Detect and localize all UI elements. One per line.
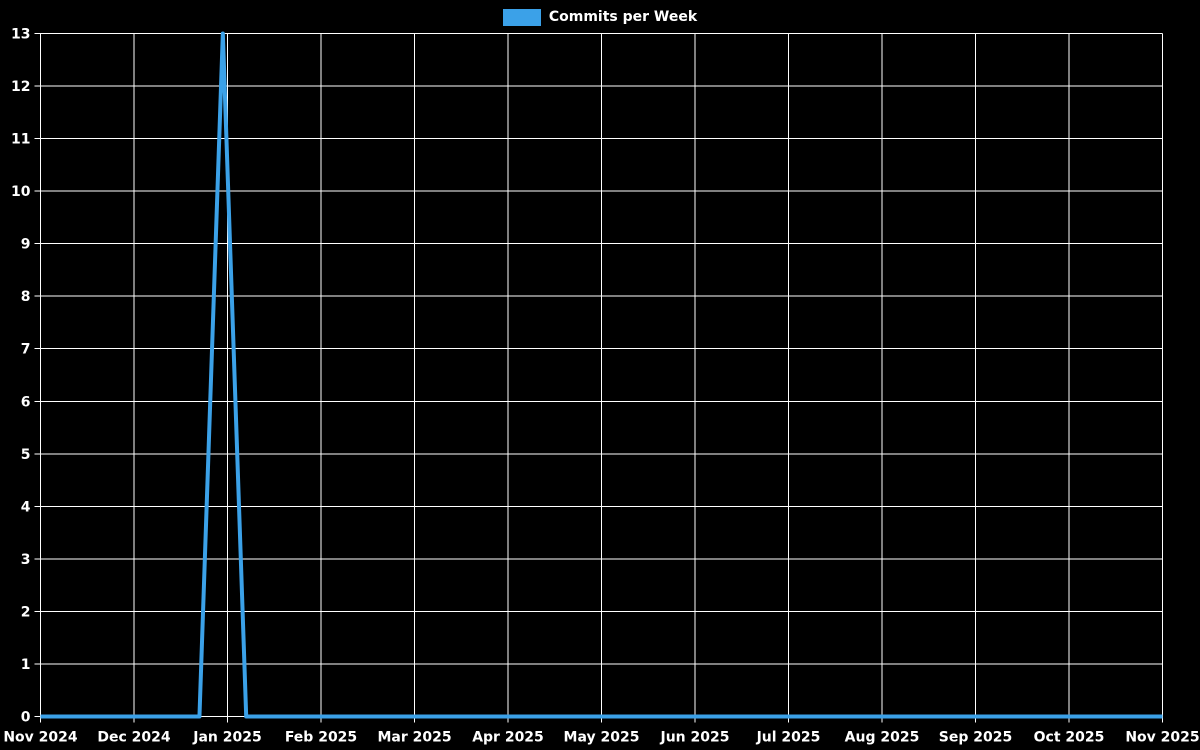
x-tick-label: Jan 2025 (192, 730, 261, 746)
y-tick-label: 9 (21, 237, 31, 253)
x-tick-label: Mar 2025 (377, 730, 451, 746)
y-tick-label: 1 (21, 657, 31, 673)
legend-swatch-commits-per-week (502, 8, 541, 26)
y-tick-label: 12 (11, 79, 30, 95)
x-tick-label: Nov 2025 (1125, 730, 1199, 746)
y-tick-label: 7 (21, 342, 31, 358)
y-tick-label: 13 (11, 27, 30, 43)
x-tick-label: Dec 2024 (97, 730, 171, 746)
x-tick-label: May 2025 (564, 730, 640, 746)
x-tick-label: Nov 2024 (3, 730, 78, 746)
x-tick-label: Jun 2025 (660, 730, 730, 746)
x-tick-label: Aug 2025 (845, 730, 920, 746)
y-tick-label: 0 (21, 710, 31, 726)
x-tick-label: Sep 2025 (939, 730, 1012, 746)
y-tick-label: 4 (21, 499, 31, 515)
x-gridlines (40, 33, 1163, 723)
y-tick-label: 3 (21, 552, 31, 568)
x-axis-tick-labels: Nov 2024 Dec 2024 Jan 2025 Feb 2025 Mar 2025… (3, 730, 1199, 746)
y-tick-label: 2 (21, 604, 31, 620)
x-tick-label: Feb 2025 (285, 730, 357, 746)
y-tick-label: 8 (21, 289, 31, 305)
y-tick-label: 5 (21, 447, 31, 463)
y-tick-label: 10 (11, 184, 31, 200)
data-series-group (40, 31, 1163, 719)
y-tick-label: 6 (21, 394, 31, 410)
series-line-commits-per-week (40, 31, 1163, 719)
legend-label-commits-per-week: Commits per Week (548, 9, 698, 25)
chart-legend: Commits per Week (0, 6, 1200, 28)
y-tick-label: 11 (11, 132, 30, 148)
x-tick-label: Jul 2025 (756, 730, 821, 746)
x-tick-label: Apr 2025 (472, 730, 544, 746)
x-tick-label: Oct 2025 (1034, 730, 1105, 746)
